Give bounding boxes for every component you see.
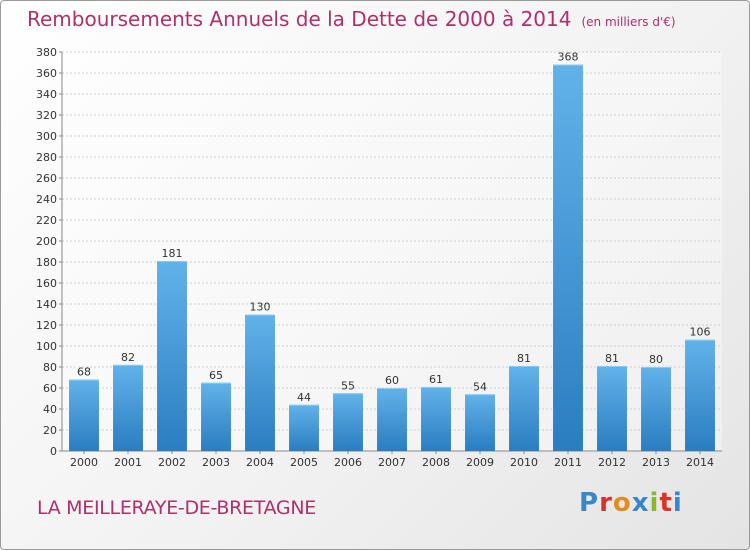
- x-tick-label: 2013: [642, 456, 670, 469]
- logo-letter: o: [612, 488, 632, 518]
- y-tick-label: 300: [36, 130, 57, 143]
- x-tick-label: 2003: [202, 456, 230, 469]
- y-tick-label: 40: [43, 403, 57, 416]
- logo-letter: t: [659, 488, 673, 518]
- logo-letter: i: [672, 488, 683, 518]
- x-tick-label: 2000: [70, 456, 98, 469]
- bars: 68 82 181 65 130 44 55 60 61 54 81 368 81 80 106: [69, 51, 715, 451]
- y-tick-label: 280: [36, 151, 57, 164]
- bar-2008[interactable]: [421, 386, 451, 451]
- bar-value-label: 81: [605, 352, 619, 365]
- logo-letter: P: [579, 488, 600, 518]
- y-axis: 0 20 40 60 80 100 120 140 160 180 200 220 240 260 280 3…: [36, 46, 722, 469]
- y-tick-label: 180: [36, 256, 57, 269]
- bar-value-label: 80: [649, 353, 663, 366]
- x-tick-label: 2012: [598, 456, 626, 469]
- bar-value-label: 130: [250, 301, 271, 314]
- unit-note: (en milliers d'€): [581, 15, 676, 29]
- y-tick-label: 320: [36, 109, 57, 122]
- bar-2011[interactable]: [553, 64, 583, 451]
- y-tick-label: 340: [36, 88, 57, 101]
- bar-2002[interactable]: [157, 260, 187, 451]
- y-tick-label: 160: [36, 277, 57, 290]
- y-tick-label: 0: [50, 445, 57, 458]
- y-tick-label: 360: [36, 67, 57, 80]
- bar-value-label: 368: [558, 51, 579, 64]
- bar-value-label: 65: [209, 369, 223, 382]
- bar-value-label: 54: [473, 380, 487, 393]
- x-tick-label: 2011: [554, 456, 582, 469]
- logo-letter: r: [599, 488, 613, 518]
- bar-value-label: 61: [429, 373, 443, 386]
- bar-2004[interactable]: [245, 314, 275, 452]
- bar-2009[interactable]: [465, 394, 495, 451]
- bar-value-label: 82: [121, 351, 135, 364]
- bar-2013[interactable]: [641, 367, 671, 451]
- y-tick-label: 200: [36, 235, 57, 248]
- y-tick-label: 120: [36, 319, 57, 332]
- logo-letter: i: [649, 488, 660, 518]
- x-tick-label: 2001: [114, 456, 142, 469]
- y-tick-label: 60: [43, 382, 57, 395]
- x-tick-label: 2010: [510, 456, 538, 469]
- bar-2007[interactable]: [377, 388, 407, 451]
- bar-2006[interactable]: [333, 393, 363, 451]
- x-tick-label: 2009: [466, 456, 494, 469]
- x-tick-label: 2004: [246, 456, 274, 469]
- y-tick-label: 220: [36, 214, 57, 227]
- proxiti-logo[interactable]: Proxiti: [579, 488, 683, 518]
- x-tick-label: 2005: [290, 456, 318, 469]
- bar-2003[interactable]: [201, 382, 231, 451]
- x-tick-label: 2008: [422, 456, 450, 469]
- bar-value-label: 68: [77, 366, 91, 379]
- bar-2005[interactable]: [289, 404, 319, 451]
- bar-2000[interactable]: [69, 379, 99, 451]
- bar-value-label: 106: [690, 326, 711, 339]
- chart-title-text: Remboursements Annuels de la Dette de 20…: [27, 7, 572, 31]
- bar-value-label: 44: [297, 391, 311, 404]
- y-tick-label: 140: [36, 298, 57, 311]
- bar-2012[interactable]: [597, 365, 627, 451]
- bar-2010[interactable]: [509, 365, 539, 451]
- x-tick-label: 2007: [378, 456, 406, 469]
- y-tick-label: 260: [36, 172, 57, 185]
- bar-value-label: 60: [385, 374, 399, 387]
- bar-value-label: 81: [517, 352, 531, 365]
- x-tick-label: 2006: [334, 456, 362, 469]
- y-tick-label: 80: [43, 361, 57, 374]
- bar-2001[interactable]: [113, 364, 143, 451]
- y-tick-label: 20: [43, 424, 57, 437]
- chart-title: Remboursements Annuels de la Dette de 20…: [27, 7, 676, 31]
- logo-letter: x: [631, 488, 650, 518]
- bar-value-label: 55: [341, 379, 355, 392]
- y-tick-label: 240: [36, 193, 57, 206]
- y-tick-label: 100: [36, 340, 57, 353]
- bar-2014[interactable]: [685, 339, 715, 451]
- x-tick-label: 2002: [158, 456, 186, 469]
- bar-chart: 0 20 40 60 80 100 120 140 160 180 200 220 240 260 280 3…: [36, 46, 722, 469]
- bar-value-label: 181: [162, 247, 183, 260]
- location-name: LA MEILLERAYE-DE-BRETAGNE: [37, 497, 316, 519]
- y-tick-label: 380: [36, 46, 57, 59]
- x-tick-label: 2014: [686, 456, 714, 469]
